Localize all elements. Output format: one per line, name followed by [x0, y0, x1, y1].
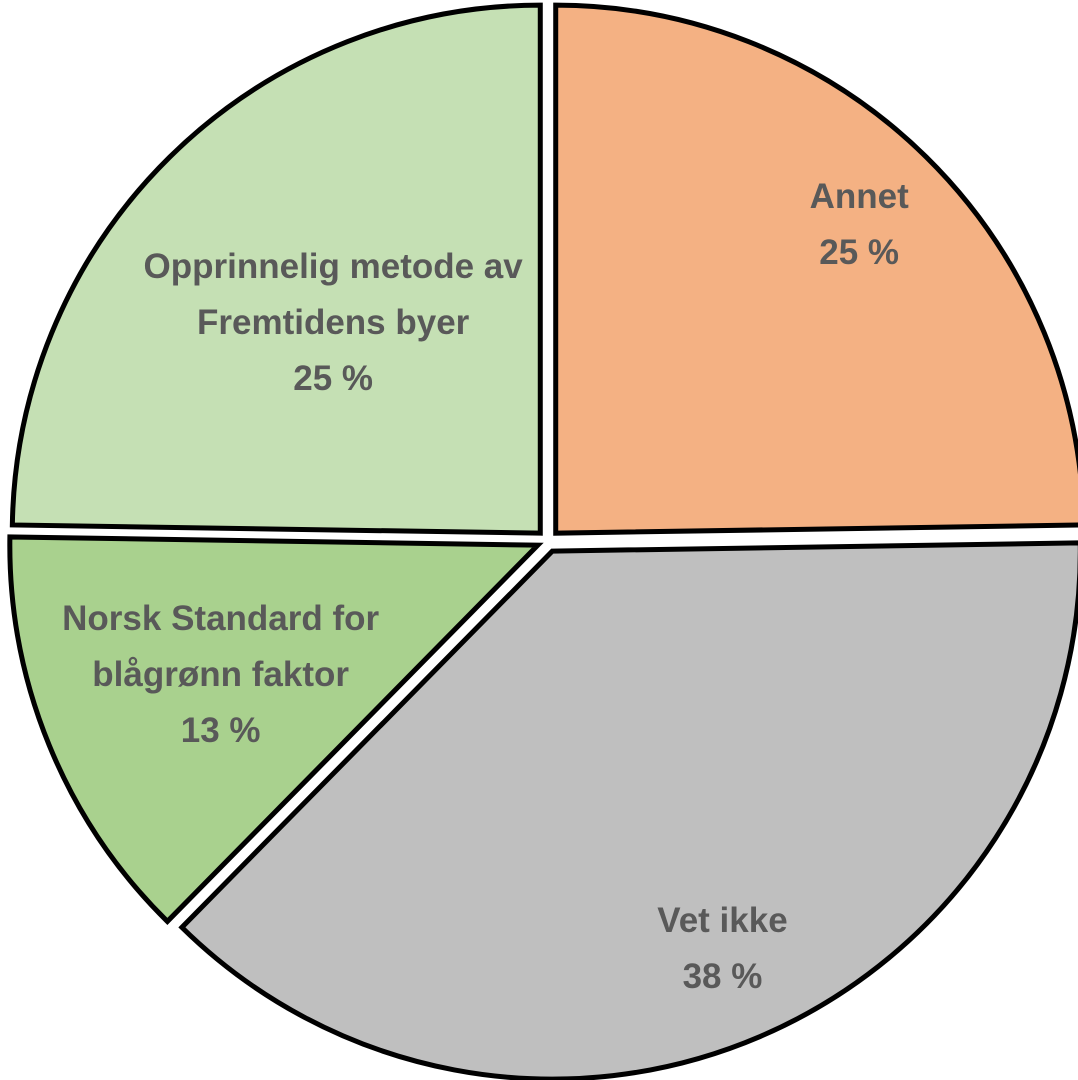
slice-label: Opprinnelig metode av Fremtidens byer 25 …	[123, 239, 543, 407]
pie-slice	[178, 540, 1078, 1080]
slice-name: Opprinnelig metode av Fremtidens byer	[143, 246, 523, 342]
slice-label: Vet ikke 38 %	[622, 893, 822, 1005]
slice-value-label: 13 %	[180, 711, 261, 751]
slice-value-label: 38 %	[682, 956, 763, 996]
slice-value-label: 25 %	[293, 358, 374, 398]
slice-label: Norsk Standard for blågrønn faktor 13 %	[31, 591, 411, 759]
slice-label: Annet 25 %	[759, 169, 959, 281]
pie-slice	[9, 2, 543, 536]
slice-name: Vet ikke	[657, 900, 788, 940]
slice-name: Annet	[809, 176, 909, 216]
pie-slice	[553, 2, 1078, 536]
slice-name: Norsk Standard for blågrønn faktor	[62, 599, 380, 695]
pie-slice	[7, 534, 544, 925]
slice-value-label: 25 %	[819, 232, 900, 272]
